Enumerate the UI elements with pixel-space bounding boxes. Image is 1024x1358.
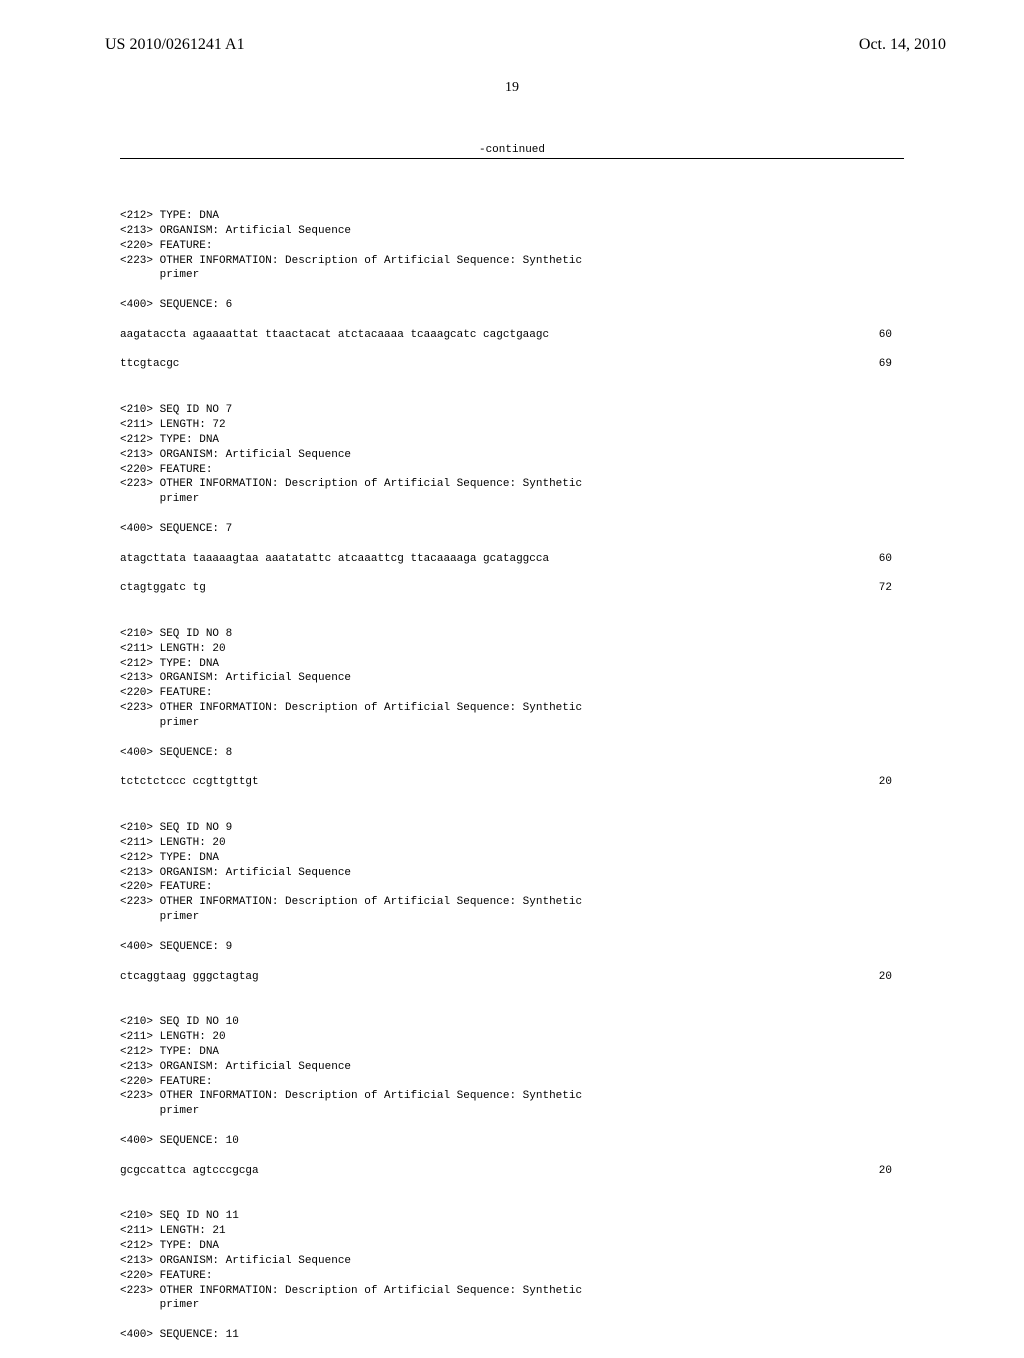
meta-line: <211> LENGTH: 20 — [120, 836, 904, 851]
meta-line: <213> ORGANISM: Artificial Sequence — [120, 1254, 904, 1269]
sequence-text: tctctctccc ccgttgttgt — [120, 775, 259, 790]
meta-line: <212> TYPE: DNA — [120, 209, 904, 224]
meta-line: <220> FEATURE: — [120, 239, 904, 254]
sequence-label: <400> SEQUENCE: 6 — [120, 298, 904, 313]
continued-label: -continued — [0, 144, 1024, 156]
meta-line: <210> SEQ ID NO 11 — [120, 1209, 904, 1224]
sequence-label: <400> SEQUENCE: 8 — [120, 746, 904, 761]
sequence-text: ctcaggtaag gggctagtag — [120, 970, 259, 985]
sequence-position: 69 — [879, 357, 904, 372]
sequence-block: <210> SEQ ID NO 11<211> LENGTH: 21<212> … — [120, 1209, 904, 1357]
sequence-position: 20 — [879, 1164, 904, 1179]
sequence-text: ctagtggatc tg — [120, 581, 206, 596]
sequence-line: ttcgtacgc 69 — [120, 357, 904, 372]
meta-line: <210> SEQ ID NO 8 — [120, 627, 904, 642]
sequence-text: ttcgtacgc — [120, 357, 179, 372]
meta-line: <223> OTHER INFORMATION: Description of … — [120, 1089, 904, 1104]
meta-line: <212> TYPE: DNA — [120, 851, 904, 866]
sequence-label: <400> SEQUENCE: 11 — [120, 1328, 904, 1343]
sequence-position: 60 — [879, 328, 904, 343]
sequence-line: tctctctccc ccgttgttgt 20 — [120, 775, 904, 790]
meta-line: <220> FEATURE: — [120, 880, 904, 895]
meta-line: <220> FEATURE: — [120, 1269, 904, 1284]
meta-line: <213> ORGANISM: Artificial Sequence — [120, 866, 904, 881]
sequence-label: <400> SEQUENCE: 10 — [120, 1134, 904, 1149]
sequence-position: 72 — [879, 581, 904, 596]
meta-line: <212> TYPE: DNA — [120, 657, 904, 672]
page-header: US 2010/0261241 A1 Oct. 14, 2010 — [0, 0, 1024, 54]
meta-line: <211> LENGTH: 21 — [120, 1224, 904, 1239]
meta-line: primer — [120, 492, 904, 507]
meta-line: <211> LENGTH: 20 — [120, 1030, 904, 1045]
meta-line: <220> FEATURE: — [120, 463, 904, 478]
meta-line: <223> OTHER INFORMATION: Description of … — [120, 477, 904, 492]
meta-line: primer — [120, 716, 904, 731]
meta-line: <213> ORGANISM: Artificial Sequence — [120, 224, 904, 239]
sequence-block: <210> SEQ ID NO 7<211> LENGTH: 72<212> T… — [120, 403, 904, 611]
sequence-line: ctagtggatc tg 72 — [120, 581, 904, 596]
sequence-line: atagcttata taaaaagtaa aaatatattc atcaaat… — [120, 552, 904, 567]
meta-line: <211> LENGTH: 20 — [120, 642, 904, 657]
meta-line: <211> LENGTH: 72 — [120, 418, 904, 433]
meta-line: <213> ORGANISM: Artificial Sequence — [120, 1060, 904, 1075]
meta-line: primer — [120, 1104, 904, 1119]
sequence-position: 20 — [879, 970, 904, 985]
meta-line: <213> ORGANISM: Artificial Sequence — [120, 448, 904, 463]
sequence-block: <210> SEQ ID NO 8<211> LENGTH: 20<212> T… — [120, 627, 904, 805]
meta-line: <212> TYPE: DNA — [120, 1239, 904, 1254]
meta-line: <223> OTHER INFORMATION: Description of … — [120, 254, 904, 269]
meta-line: primer — [120, 1298, 904, 1313]
page-number: 19 — [0, 80, 1024, 96]
sequence-position: 20 — [879, 775, 904, 790]
meta-line: <223> OTHER INFORMATION: Description of … — [120, 895, 904, 910]
sequence-text: aagataccta agaaaattat ttaactacat atctaca… — [120, 328, 549, 343]
meta-line: <220> FEATURE: — [120, 686, 904, 701]
meta-line: <223> OTHER INFORMATION: Description of … — [120, 1284, 904, 1299]
sequence-listing: <212> TYPE: DNA<213> ORGANISM: Artificia… — [120, 209, 904, 1358]
meta-line: primer — [120, 268, 904, 283]
sequence-line: gcgccattca agtcccgcga 20 — [120, 1164, 904, 1179]
meta-line: <210> SEQ ID NO 7 — [120, 403, 904, 418]
sequence-block: <212> TYPE: DNA<213> ORGANISM: Artificia… — [120, 209, 904, 387]
horizontal-rule — [120, 158, 904, 159]
meta-line: <212> TYPE: DNA — [120, 1045, 904, 1060]
sequence-label: <400> SEQUENCE: 9 — [120, 940, 904, 955]
sequence-text: atagcttata taaaaagtaa aaatatattc atcaaat… — [120, 552, 549, 567]
meta-line: primer — [120, 910, 904, 925]
sequence-text: gcgccattca agtcccgcga — [120, 1164, 259, 1179]
meta-line: <220> FEATURE: — [120, 1075, 904, 1090]
publication-date: Oct. 14, 2010 — [859, 36, 946, 54]
sequence-line: aagataccta agaaaattat ttaactacat atctaca… — [120, 328, 904, 343]
sequence-label: <400> SEQUENCE: 7 — [120, 522, 904, 537]
sequence-position: 60 — [879, 552, 904, 567]
meta-line: <210> SEQ ID NO 9 — [120, 821, 904, 836]
meta-line: <210> SEQ ID NO 10 — [120, 1015, 904, 1030]
meta-line: <213> ORGANISM: Artificial Sequence — [120, 671, 904, 686]
meta-line: <212> TYPE: DNA — [120, 433, 904, 448]
sequence-line: ctcaggtaag gggctagtag 20 — [120, 970, 904, 985]
sequence-block: <210> SEQ ID NO 9<211> LENGTH: 20<212> T… — [120, 821, 904, 999]
sequence-block: <210> SEQ ID NO 10<211> LENGTH: 20<212> … — [120, 1015, 904, 1193]
application-number: US 2010/0261241 A1 — [105, 36, 245, 54]
meta-line: <223> OTHER INFORMATION: Description of … — [120, 701, 904, 716]
